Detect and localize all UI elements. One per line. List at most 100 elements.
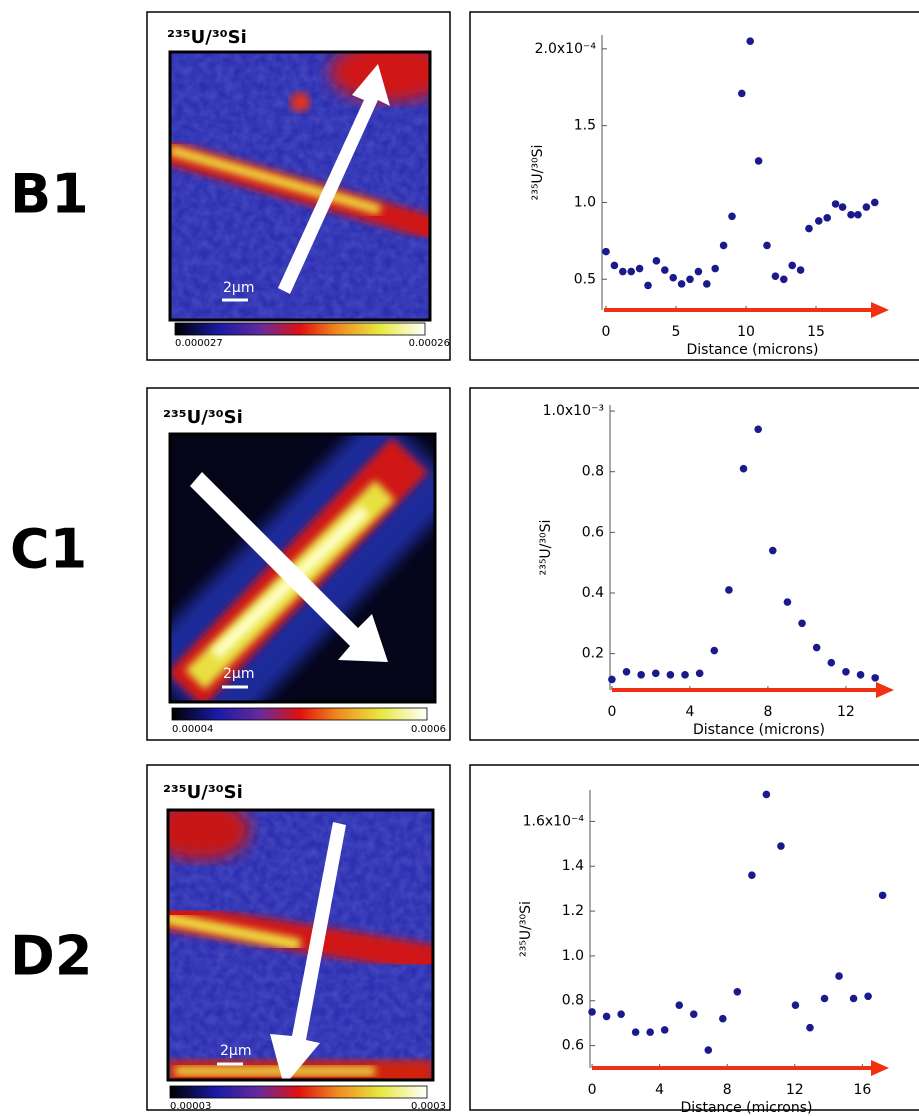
image-frame: [146, 11, 451, 361]
data-point: [746, 37, 754, 45]
chart-frame: [469, 764, 919, 1111]
x-axis-label: Distance (microns): [681, 1100, 813, 1116]
data-point: [719, 241, 728, 250]
y-tick-label: 1.0x10⁻³: [543, 403, 604, 419]
x-tick-label: 10: [737, 324, 755, 340]
data-point: [733, 987, 742, 996]
data-point: [631, 1028, 640, 1036]
data-point: [602, 247, 610, 256]
heatmap: [170, 434, 435, 702]
data-point: [694, 267, 703, 276]
y-tick-label: 0.8: [562, 993, 584, 1009]
data-point: [627, 267, 636, 276]
y-tick-label: 1.5: [574, 118, 596, 134]
distance-arrow-head: [871, 302, 889, 318]
scale-bar-label: 2μm: [223, 280, 254, 296]
image-title: ²³⁵U/³⁰Si: [167, 27, 247, 48]
data-point: [703, 280, 711, 288]
data-point: [871, 674, 879, 682]
data-point: [728, 212, 736, 221]
data-point: [768, 546, 777, 555]
data-point: [870, 198, 879, 207]
data-point: [617, 1010, 625, 1018]
y-tick-label: 0.4: [582, 585, 604, 601]
colorbar: [169, 1085, 428, 1099]
image-title: ²³⁵U/³⁰Si: [163, 782, 243, 803]
data-point: [783, 598, 792, 606]
data-point: [814, 217, 823, 225]
y-axis-label: ²³⁵U/³⁰Si: [538, 520, 554, 576]
data-point: [719, 1014, 727, 1023]
data-point: [791, 1001, 800, 1010]
data-point: [704, 1046, 713, 1054]
data-point: [763, 241, 771, 250]
data-point: [588, 1008, 596, 1016]
heatmap: [168, 810, 433, 1080]
distance-arrow-head: [871, 1060, 889, 1076]
x-tick-label: 4: [685, 704, 694, 720]
data-point: [779, 275, 788, 284]
x-tick-label: 0: [602, 324, 611, 340]
y-tick-label: 0.6: [562, 1038, 584, 1054]
image-border: [168, 50, 432, 322]
x-tick-label: 12: [837, 704, 855, 720]
data-point: [864, 992, 872, 1001]
data-point: [748, 871, 756, 879]
x-tick-label: 8: [763, 704, 772, 720]
data-point: [856, 671, 865, 679]
data-point: [710, 646, 719, 655]
colorbar-max: 0.0003: [411, 1101, 446, 1112]
row-label: B1: [10, 163, 89, 226]
chart-frame: [469, 387, 919, 741]
y-tick-label: 0.6: [582, 524, 604, 540]
image-frame: [146, 764, 451, 1111]
data-point: [831, 200, 840, 208]
data-point: [637, 671, 645, 679]
data-point: [675, 1001, 684, 1010]
y-tick-label: 0.2: [582, 646, 604, 662]
data-point: [738, 89, 746, 98]
data-point: [739, 464, 748, 473]
data-point: [854, 210, 862, 219]
y-tick-label: 0.8: [582, 464, 604, 480]
data-point: [602, 1012, 611, 1021]
data-point: [838, 203, 847, 211]
x-axis-label: Distance (microns): [687, 342, 819, 358]
data-point: [771, 272, 780, 281]
colorbar: [171, 707, 428, 721]
data-point: [827, 658, 836, 667]
y-tick-label: 1.2: [562, 903, 584, 919]
colorbar-min: 0.000027: [175, 338, 223, 349]
row-label: C1: [10, 518, 87, 581]
x-tick-label: 16: [853, 1082, 871, 1098]
scale-bar-label: 2μm: [223, 666, 254, 682]
heatmap: [170, 52, 430, 320]
data-point: [812, 643, 821, 652]
data-point: [652, 257, 661, 265]
x-tick-label: 12: [786, 1082, 804, 1098]
data-point: [711, 264, 720, 273]
y-tick-label: 2.0x10⁻⁴: [535, 41, 597, 57]
colorbar: [174, 322, 426, 336]
data-point: [669, 273, 678, 282]
data-point: [754, 425, 762, 434]
data-point: [651, 669, 660, 678]
colorbar-min: 0.00003: [170, 1101, 211, 1112]
data-point: [796, 266, 805, 274]
x-tick-label: 8: [723, 1082, 732, 1098]
data-point: [805, 224, 813, 233]
row-label: D2: [10, 925, 92, 988]
y-axis-label: ²³⁵U/³⁰Si: [518, 901, 534, 957]
scale-bar-label: 2μm: [220, 1043, 251, 1059]
x-tick-label: 4: [655, 1082, 664, 1098]
data-point: [689, 1010, 698, 1018]
data-point: [660, 1026, 669, 1034]
data-point: [608, 675, 616, 684]
data-point: [644, 281, 652, 290]
data-point: [677, 280, 686, 288]
data-point: [798, 619, 806, 628]
data-point: [754, 157, 763, 165]
colorbar-min: 0.00004: [172, 724, 213, 735]
data-point: [681, 671, 689, 679]
